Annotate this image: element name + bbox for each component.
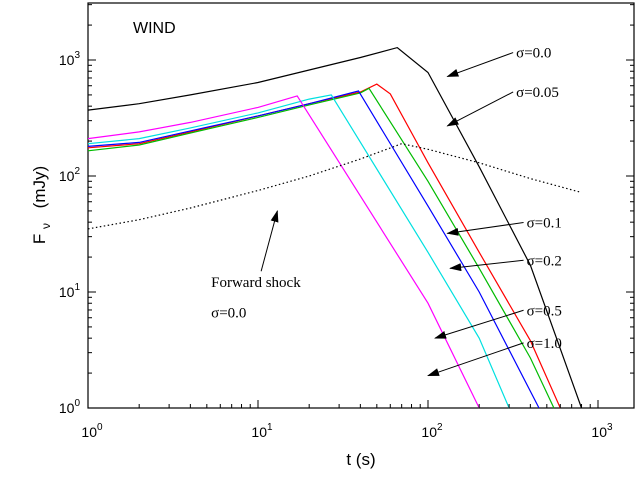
annotation-arrow-5 <box>427 342 524 377</box>
curves-layer <box>87 46 583 409</box>
y-axis-label: F ν (mJy) <box>30 166 54 244</box>
ticks-layer: 100 101 102 103 100 101 102 103 <box>59 4 634 440</box>
x-axis-label: t (s) <box>346 450 375 469</box>
annotation-arrow-1 <box>446 91 514 127</box>
y-axis-label-unit: (mJy) <box>30 166 49 208</box>
annotation-arrow-3 <box>449 259 524 272</box>
y-tick-label-1: 101 <box>59 282 81 300</box>
annotation-arrow-4 <box>434 309 524 339</box>
x-tick-label-2: 102 <box>421 422 443 440</box>
annotation-5: σ=1.0 <box>527 336 562 352</box>
x-tick-label-0: 100 <box>81 422 103 440</box>
x-tick-label-3: 103 <box>591 422 613 440</box>
annotations-layer: σ=0.0 σ=0.05 σ=0.1 σ=0.2 σ=0.5 σ=1.0 Forward s… <box>211 46 562 377</box>
annotation-arrow-0 <box>446 52 514 78</box>
annotation-4: σ=0.5 <box>527 303 562 319</box>
svg-text:F ν (mJy): F ν (mJy) <box>30 166 54 244</box>
annotation-2: σ=0.1 <box>527 215 562 231</box>
annotation-6: Forward shock <box>211 275 301 291</box>
series-line-5 <box>87 95 480 409</box>
y-axis-label-sub: ν <box>39 223 53 229</box>
series-line-0 <box>87 46 583 409</box>
y-axis-label-main: F <box>30 234 49 244</box>
annotation-1: σ=0.05 <box>516 85 559 101</box>
series-line-2 <box>87 87 555 409</box>
y-tick-label-0: 100 <box>59 398 81 416</box>
annotation-arrow-2 <box>446 221 524 236</box>
annotation-7: σ=0.0 <box>211 306 246 322</box>
annotation-0: σ=0.0 <box>516 46 551 62</box>
plot-frame <box>87 2 635 409</box>
annotation-arrow-6 <box>260 209 279 272</box>
series-line-4 <box>87 94 510 409</box>
y-tick-label-3: 103 <box>59 50 81 68</box>
y-tick-label-2: 102 <box>59 166 81 184</box>
chart-title: WIND <box>133 20 176 37</box>
series-line-3 <box>87 90 540 409</box>
annotation-3: σ=0.2 <box>527 253 562 269</box>
x-tick-label-1: 101 <box>251 422 273 440</box>
